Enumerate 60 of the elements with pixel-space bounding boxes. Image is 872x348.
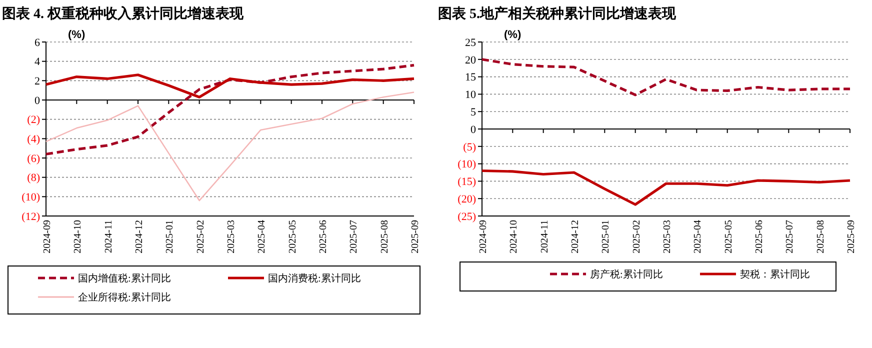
x-tick-label: 2025-01 <box>164 220 176 254</box>
x-tick-label: 2025-08 <box>815 220 826 254</box>
chart-title: 图表 4. 权重税种收入累计同比增速表现 <box>2 5 244 22</box>
y-tick-label: 0 <box>34 94 40 107</box>
x-tick-label: 2025-06 <box>754 220 765 254</box>
legend-label: 房产税:累计同比 <box>590 268 663 280</box>
y-axis-title: (%) <box>504 29 522 41</box>
y-tick-label: 20 <box>465 54 476 66</box>
y-tick-label: 0 <box>470 124 476 136</box>
x-tick-label: 2025-07 <box>348 220 360 254</box>
y-tick-label: (15) <box>458 176 476 188</box>
x-tick-label: 2025-02 <box>195 220 206 254</box>
x-tick-label: 2025-04 <box>692 220 704 254</box>
x-tick-label: 2025-03 <box>226 220 237 254</box>
x-tick-label: 2024-11 <box>103 220 114 253</box>
x-tick-label: 2024-12 <box>570 220 581 254</box>
y-tick-label: (5) <box>463 141 476 154</box>
x-tick-label: 2025-05 <box>287 220 298 254</box>
x-tick-label: 2025-07 <box>784 220 796 254</box>
x-tick-label: 2025-02 <box>631 220 642 254</box>
y-tick-label: 10 <box>465 89 476 102</box>
y-tick-label: (10) <box>22 192 40 204</box>
legend-label: 企业所得税:累计同比 <box>78 292 171 304</box>
line-series <box>480 58 852 96</box>
x-tick-label: 2025-01 <box>600 220 612 254</box>
y-tick-label: 4 <box>34 56 40 68</box>
line-series <box>480 169 852 206</box>
y-tick-label: (10) <box>458 158 476 171</box>
y-tick-label: 15 <box>465 72 476 84</box>
y-tick-label: (6) <box>27 152 40 165</box>
legend-label: 国内消费税:累计同比 <box>268 272 361 284</box>
y-tick-label: (8) <box>27 172 40 184</box>
legend-label: 国内增值税:累计同比 <box>78 272 171 284</box>
y-tick-label: (25) <box>458 210 476 223</box>
x-tick-label: 2025-03 <box>662 220 673 254</box>
y-axis-title: (%) <box>68 29 86 41</box>
x-tick-label: 2024-09 <box>42 220 53 254</box>
y-tick-label: (12) <box>22 210 40 223</box>
x-tick-label: 2024-09 <box>478 220 489 254</box>
x-tick-label: 2024-10 <box>72 220 84 254</box>
x-tick-label: 2024-12 <box>134 220 145 254</box>
x-tick-label: 2024-11 <box>539 220 550 253</box>
y-tick-label: (2) <box>27 114 40 126</box>
line-series <box>45 92 415 202</box>
y-tick-label: 5 <box>470 106 476 118</box>
chart-title: 图表 5.地产相关税种累计同比增速表现 <box>438 5 677 22</box>
y-tick-label: 6 <box>34 36 40 49</box>
y-tick-label: (20) <box>458 193 476 206</box>
y-tick-label: (4) <box>27 134 40 146</box>
x-tick-label: 2025-09 <box>846 220 857 254</box>
legend-label: 契税：累计同比 <box>740 268 810 280</box>
x-tick-label: 2025-04 <box>256 220 268 254</box>
y-tick-label: 25 <box>465 36 476 49</box>
x-tick-label: 2025-08 <box>379 220 390 254</box>
x-tick-label: 2025-05 <box>723 220 734 254</box>
x-tick-label: 2024-10 <box>508 220 520 254</box>
y-tick-label: 2 <box>34 76 40 88</box>
x-tick-label: 2025-09 <box>410 220 421 254</box>
line-series <box>44 64 416 156</box>
x-tick-label: 2025-06 <box>318 220 329 254</box>
